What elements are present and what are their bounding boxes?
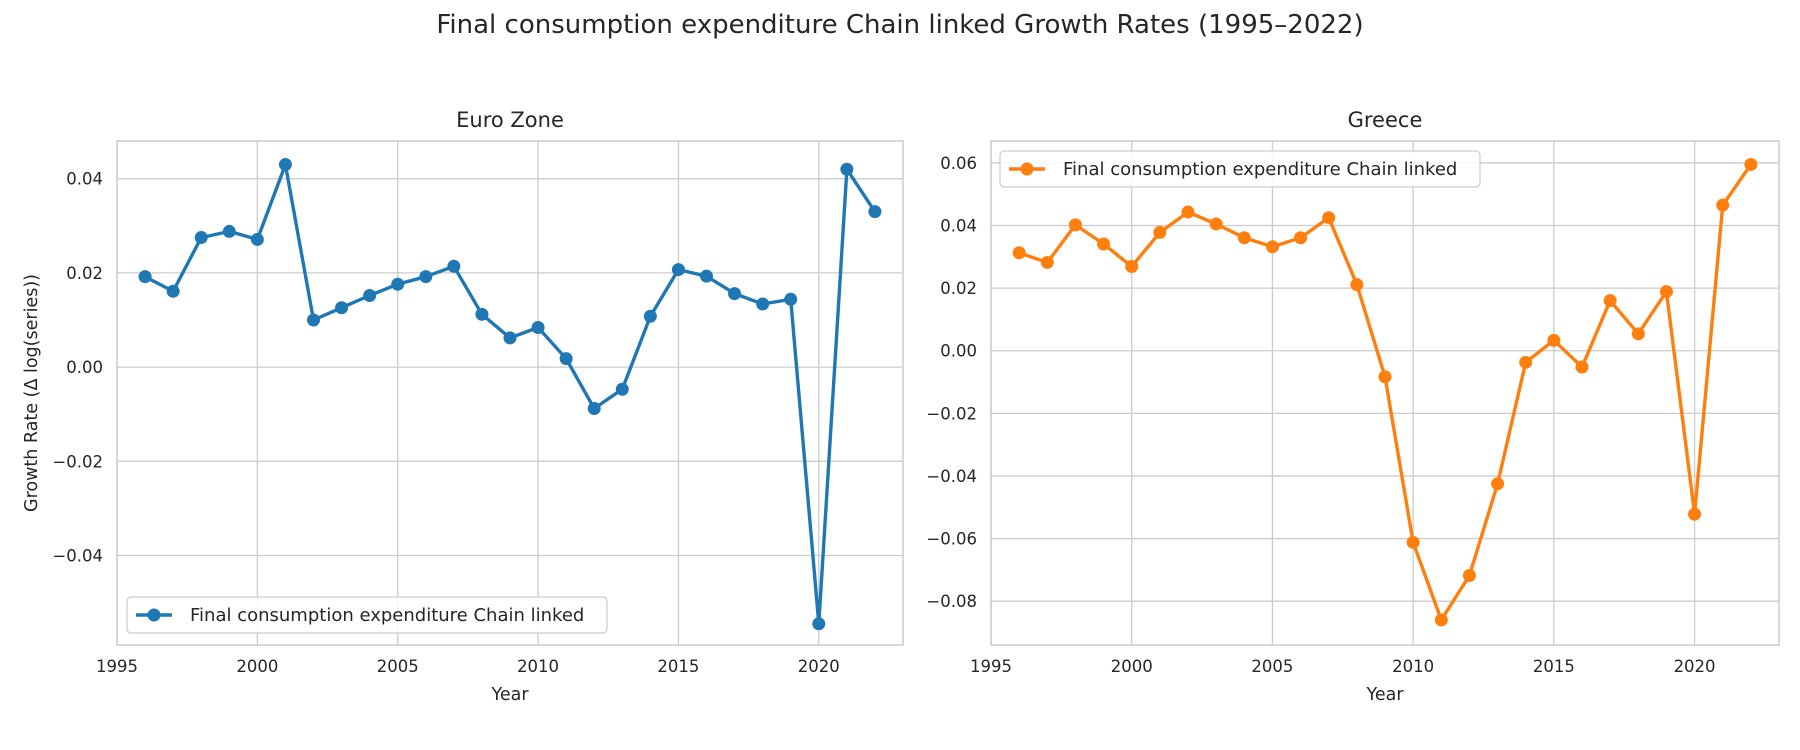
data-point xyxy=(166,284,180,298)
data-point xyxy=(419,270,433,284)
data-point xyxy=(756,297,770,311)
x-tick-label: 2020 xyxy=(1674,657,1716,676)
data-point xyxy=(1209,217,1223,231)
x-tick-label: 2015 xyxy=(1533,657,1575,676)
data-point xyxy=(1012,246,1026,260)
x-tick-label: 2000 xyxy=(1111,657,1153,676)
data-point xyxy=(278,158,292,172)
axes-frame xyxy=(116,140,904,646)
data-point xyxy=(531,321,545,335)
data-point xyxy=(1547,333,1561,347)
y-tick-label: −0.08 xyxy=(926,592,977,611)
data-point xyxy=(840,162,854,176)
y-tick-label: 0.06 xyxy=(940,154,977,173)
data-point xyxy=(1097,237,1111,251)
data-point xyxy=(1350,278,1364,292)
y-tick-label: −0.04 xyxy=(52,547,103,566)
data-point xyxy=(559,352,573,366)
x-tick-label: 2020 xyxy=(798,657,840,676)
y-tick-label: 0.04 xyxy=(940,217,977,236)
x-tick-label: 2015 xyxy=(657,657,699,676)
data-point xyxy=(391,277,405,291)
x-tick-label: 2010 xyxy=(517,657,559,676)
y-tick-label: −0.02 xyxy=(926,404,977,423)
y-tick-label: −0.04 xyxy=(926,467,977,486)
data-point xyxy=(1040,255,1054,269)
data-point xyxy=(222,224,236,238)
data-point xyxy=(1406,535,1420,549)
axes-frame xyxy=(990,140,1780,646)
data-point xyxy=(1181,205,1195,219)
data-point xyxy=(587,402,601,416)
legend: Final consumption expenditure Chain link… xyxy=(126,596,608,634)
data-point xyxy=(643,309,657,323)
y-axis-label: Growth Rate (Δ log(series)) xyxy=(22,274,42,512)
figure-title: Final consumption expenditure Chain link… xyxy=(436,10,1364,40)
y-tick-label: 0.00 xyxy=(940,342,977,361)
data-point xyxy=(1153,225,1167,239)
legend-box xyxy=(999,150,1481,188)
data-point xyxy=(250,232,264,246)
x-axis-label: Year xyxy=(490,685,529,705)
data-point xyxy=(307,313,320,327)
data-point xyxy=(1068,218,1082,232)
data-point xyxy=(728,287,742,301)
x-tick-label: 2000 xyxy=(236,657,278,676)
x-tick-label: 1995 xyxy=(96,657,138,676)
y-tick-label: −0.06 xyxy=(926,530,977,549)
data-point xyxy=(1519,355,1533,369)
data-point xyxy=(784,292,798,306)
y-tick-label: 0.04 xyxy=(66,170,103,189)
data-point xyxy=(1659,285,1673,299)
x-tick-label: 2005 xyxy=(377,657,419,676)
y-tick-label: 0.00 xyxy=(66,358,103,377)
data-point xyxy=(335,301,349,315)
panel-euro-zone: 1995 2000 2005 2010 2015 2020 −0.04 −0.02 0.00 0.… xyxy=(22,108,904,705)
x-axis-label: Year xyxy=(1365,685,1404,705)
data-point xyxy=(1603,294,1617,308)
data-point xyxy=(194,231,208,245)
data-point xyxy=(1631,327,1645,341)
data-point xyxy=(1716,198,1730,212)
data-point xyxy=(615,382,629,396)
legend-box xyxy=(126,596,608,634)
data-point xyxy=(1322,211,1336,225)
data-point xyxy=(700,269,713,283)
legend-marker xyxy=(147,608,161,622)
data-point xyxy=(363,288,377,302)
y-tick-label: 0.02 xyxy=(940,279,977,298)
data-point xyxy=(1688,507,1702,521)
y-tick-label: 0.02 xyxy=(66,264,103,283)
data-point xyxy=(1294,231,1308,245)
data-point xyxy=(1434,613,1448,627)
data-point xyxy=(503,331,517,345)
legend-label: Final consumption expenditure Chain link… xyxy=(190,605,584,626)
x-tick-label: 2005 xyxy=(1251,657,1293,676)
data-point xyxy=(1462,569,1476,583)
x-tick-label: 2010 xyxy=(1392,657,1434,676)
legend-label: Final consumption expenditure Chain link… xyxy=(1063,159,1457,180)
panel-title: Euro Zone xyxy=(456,108,564,132)
data-point xyxy=(475,307,489,321)
series-line xyxy=(1018,163,1753,622)
data-point xyxy=(1744,157,1758,171)
data-point xyxy=(1237,231,1251,245)
data-point xyxy=(1491,477,1505,491)
legend: Final consumption expenditure Chain link… xyxy=(999,150,1481,188)
y-tick-label: −0.02 xyxy=(52,452,103,471)
data-point xyxy=(812,617,826,631)
x-tick-label: 1995 xyxy=(970,657,1012,676)
legend-marker xyxy=(1020,162,1034,176)
data-point xyxy=(868,205,882,219)
panel-greece: 1995 2000 2005 2010 2015 2020 −0.08 −0.06 −0.04 −… xyxy=(926,108,1780,705)
data-point xyxy=(1575,360,1589,374)
data-point xyxy=(1378,370,1392,384)
panel-title: Greece xyxy=(1348,108,1423,132)
data-point xyxy=(671,263,685,277)
data-point xyxy=(1125,260,1139,274)
data-point xyxy=(1265,240,1279,254)
data-point xyxy=(447,259,461,273)
data-point xyxy=(138,270,152,284)
